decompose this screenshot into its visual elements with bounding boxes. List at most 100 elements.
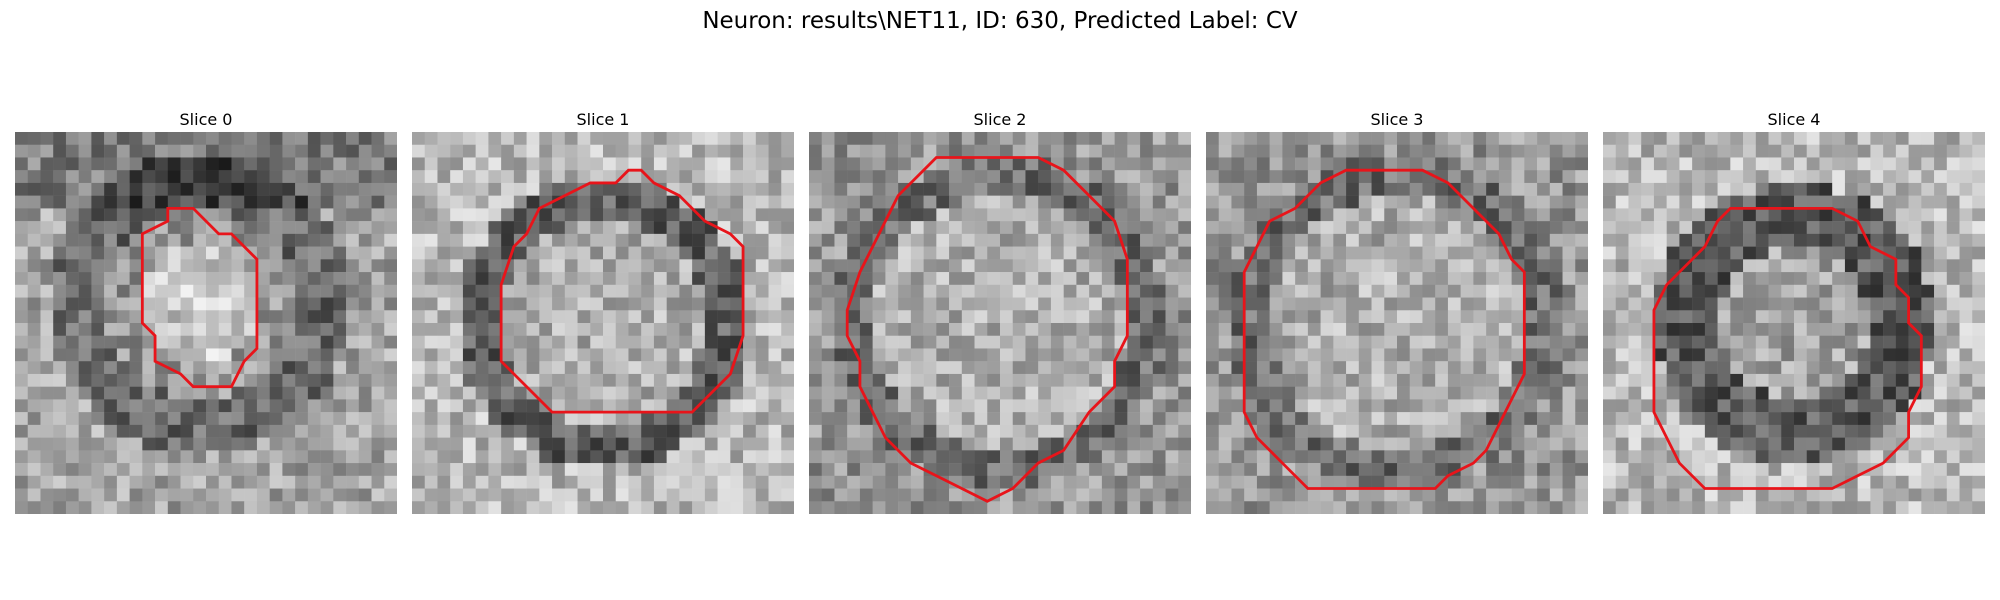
pixel	[1371, 208, 1385, 222]
pixel	[307, 463, 321, 477]
pixel	[552, 272, 566, 286]
pixel	[768, 284, 782, 298]
pixel	[129, 437, 143, 451]
pixel	[295, 412, 309, 426]
pixel	[1794, 348, 1807, 362]
pixel	[1844, 386, 1858, 400]
pixel	[872, 272, 886, 286]
pixel	[679, 259, 693, 273]
pixel	[704, 272, 718, 286]
pixel	[653, 501, 667, 514]
pixel	[1870, 399, 1884, 413]
pixel	[615, 310, 629, 324]
pixel	[1717, 450, 1731, 464]
pixel	[653, 221, 667, 235]
pixel	[1895, 170, 1909, 184]
pixel	[564, 132, 578, 145]
pixel	[717, 323, 731, 336]
pixel	[755, 170, 769, 184]
pixel	[1101, 348, 1115, 362]
pixel	[552, 144, 566, 158]
pixel	[15, 501, 28, 514]
pixel	[1498, 221, 1512, 235]
pixel	[91, 412, 105, 426]
pixel	[40, 475, 54, 489]
pixel	[501, 233, 515, 247]
pixel	[1562, 450, 1576, 464]
pixel	[974, 450, 988, 464]
pixel	[1012, 144, 1026, 158]
pixel	[269, 284, 283, 298]
pixel	[65, 259, 79, 273]
pixel	[1934, 272, 1948, 286]
pixel	[320, 221, 334, 235]
pixel	[1076, 323, 1090, 336]
pixel	[1244, 348, 1258, 362]
pixel	[1819, 208, 1833, 222]
pixel	[475, 463, 489, 477]
slice-panel-1: Slice 1	[412, 108, 794, 514]
pixel	[78, 488, 92, 502]
pixel	[692, 488, 706, 502]
pixel	[552, 297, 566, 311]
pixel	[15, 132, 28, 145]
pixel	[142, 386, 156, 400]
pixel	[872, 386, 886, 400]
pixel	[282, 221, 296, 235]
pixel	[1679, 373, 1693, 387]
pixel	[1231, 361, 1245, 375]
pixel	[872, 501, 886, 514]
pixel	[910, 501, 924, 514]
pixel	[641, 463, 655, 477]
pixel	[1409, 195, 1423, 209]
pixel	[834, 412, 848, 426]
pixel	[1178, 488, 1191, 502]
pixel	[1575, 182, 1588, 196]
pixel	[910, 310, 924, 324]
pixel	[1422, 399, 1436, 413]
pixel	[1152, 335, 1166, 349]
pixel	[346, 157, 360, 171]
pixel	[1218, 323, 1232, 336]
pixel	[437, 335, 451, 349]
pixel	[1730, 297, 1744, 311]
pixel	[1895, 272, 1909, 286]
pixel	[307, 323, 321, 336]
pixel	[603, 450, 616, 464]
pixel	[231, 132, 245, 145]
pixel	[1165, 386, 1179, 400]
pixel	[1218, 221, 1232, 235]
pixel	[475, 501, 489, 514]
pixel	[1409, 208, 1423, 222]
pixel	[1844, 259, 1858, 273]
pixel	[78, 386, 92, 400]
pixel	[1218, 412, 1232, 426]
pixel	[961, 463, 975, 477]
pixel	[78, 412, 92, 426]
pixel	[1050, 488, 1064, 502]
pixel	[1282, 221, 1296, 235]
pixel	[1692, 259, 1706, 273]
pixel	[1050, 221, 1064, 235]
pixel	[462, 399, 476, 413]
pixel	[1653, 437, 1667, 451]
pixel	[615, 475, 629, 489]
pixel	[1524, 463, 1538, 477]
pixel	[1972, 233, 1985, 247]
pixel	[1768, 437, 1782, 451]
pixel	[1870, 182, 1884, 196]
pixel	[1012, 412, 1026, 426]
pixel	[743, 182, 757, 196]
pixel	[346, 424, 360, 438]
pixel	[1895, 361, 1909, 375]
pixel	[129, 488, 143, 502]
pixel	[974, 132, 988, 145]
pixel	[78, 259, 92, 273]
pixel	[116, 221, 130, 235]
pixel	[1050, 399, 1064, 413]
pixel	[1101, 323, 1115, 336]
pixel	[116, 386, 130, 400]
pixel	[1653, 386, 1667, 400]
pixel	[53, 297, 67, 311]
pixel	[1178, 272, 1191, 286]
